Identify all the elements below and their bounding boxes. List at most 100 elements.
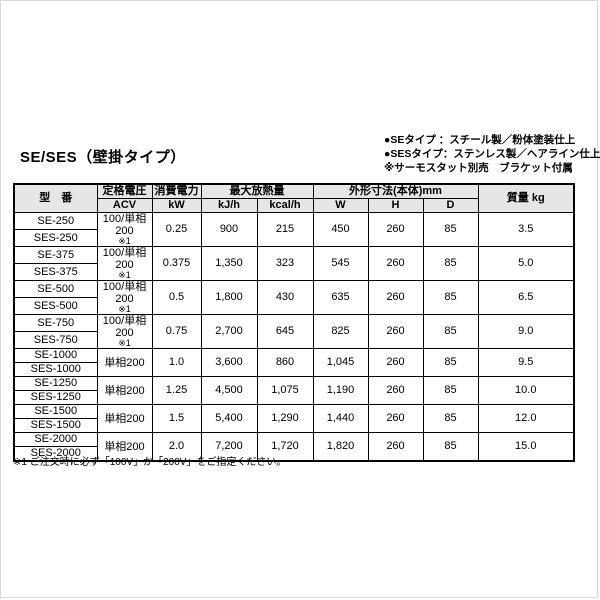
heat-kcalh-cell: 1,075 (256, 376, 314, 405)
width-cell: 1,190 (312, 376, 369, 405)
col-header-voltage: 定格電圧 (96, 183, 153, 199)
heat-kjh-cell: 900 (200, 212, 258, 247)
header-row-labels: 型 番 定格電圧 消費電力 最大放熱量 外形寸法(本体)mm 質量 kg (13, 183, 575, 213)
col-header-model: 型 番 (13, 183, 98, 213)
voltage-value: 単相200 (104, 356, 145, 369)
power-cell: 2.0 (151, 432, 202, 462)
power-cell: 1.25 (151, 376, 202, 405)
heat-kcalh-cell: 323 (256, 246, 314, 281)
heat-kcalh-cell: 430 (256, 280, 314, 315)
note-se-type: ●SEタイプ ：スチール製／粉体塗装仕上 (384, 134, 576, 146)
model-cell: SE-750 (13, 314, 98, 332)
weight-cell: 15.0 (477, 432, 575, 462)
model-cell: SES-1500 (13, 418, 98, 433)
heat-kcalh-cell: 645 (256, 314, 314, 349)
col-header-power: 消費電力 (151, 183, 202, 199)
voltage-cell: 100/単相200 ※1 (96, 246, 153, 281)
voltage-value: 100/単相200 (102, 247, 147, 272)
height-cell: 260 (367, 376, 424, 405)
note-thermostat: ※サーモスタット別売 ブラケット付属 (384, 162, 573, 174)
model-cell: SE-2000 (13, 432, 98, 447)
model-cell: SES-750 (13, 331, 98, 349)
page-title: SE/SES（壁掛タイプ） (20, 149, 186, 166)
model-cell: SE-1250 (13, 376, 98, 391)
table-row: SE-2000 単相200 2.0 7,200 1,720 1,820 260 85 15.0 (13, 432, 575, 462)
height-cell: 260 (367, 280, 424, 315)
voltage-value: 100/単相200 (102, 213, 147, 238)
table-row: SES-375 (13, 263, 574, 281)
height-cell: 260 (367, 348, 424, 377)
col-header-dimensions: 外形寸法(本体)mm (312, 183, 479, 199)
power-cell: 0.75 (151, 314, 202, 349)
spec-table-header: 型 番 定格電圧 消費電力 最大放熱量 外形寸法(本体)mm 質量 kg ACV… (13, 183, 575, 213)
heat-kcalh-cell: 215 (256, 212, 314, 247)
spec-table: 型 番 定格電圧 消費電力 最大放熱量 外形寸法(本体)mm 質量 kg ACV… (13, 183, 575, 462)
model-cell: SE-250 (13, 212, 98, 230)
weight-cell: 5.0 (477, 246, 575, 281)
power-cell: 0.375 (151, 246, 202, 281)
table-row: SE-750 100/単相200 ※1 0.75 2,700 645 825 260 85 9.0 (13, 314, 575, 349)
col-header-heat: 最大放熱量 (200, 183, 314, 199)
voltage-note-ref: ※1 (118, 270, 131, 280)
product-notes: ●SEタイプ ：スチール製／粉体塗装仕上 ●SESタイプ：ステンレス製／ヘアライ… (384, 133, 600, 175)
depth-cell: 85 (422, 404, 479, 433)
voltage-footnote: ※1 ご注文時に必ず「100V」か「200V」をご指定ください。 (13, 457, 287, 468)
table-row: SE-250 100/単相200 ※1 0.25 900 215 450 260 85 3.5 (13, 212, 575, 247)
unit-header-acv: ACV (96, 198, 153, 213)
width-cell: 545 (312, 246, 369, 281)
model-cell: SES-375 (13, 263, 98, 281)
weight-cell: 6.5 (477, 280, 575, 315)
width-cell: 1,820 (312, 432, 369, 462)
unit-header-kjh: kJ/h (200, 198, 258, 213)
width-cell: 825 (312, 314, 369, 349)
depth-cell: 85 (422, 348, 479, 377)
unit-header-w: W (312, 198, 369, 213)
heat-kjh-cell: 4,500 (200, 376, 258, 405)
table-row: SES-250 (13, 229, 574, 247)
voltage-value: 単相200 (104, 440, 145, 453)
unit-header-h: H (367, 198, 424, 213)
model-cell: SE-500 (13, 280, 98, 298)
height-cell: 260 (367, 212, 424, 247)
unit-header-kcalh: kcal/h (256, 198, 314, 213)
depth-cell: 85 (422, 280, 479, 315)
spec-table-body: SE-250 100/単相200 ※1 0.25 900 215 450 260 85 3.5 SE… (13, 212, 575, 462)
voltage-cell: 100/単相200 ※1 (96, 212, 153, 247)
heat-kcalh-cell: 1,290 (256, 404, 314, 433)
note-ses-type: ●SESタイプ：ステンレス製／ヘアライン仕上 (384, 148, 600, 160)
model-cell: SE-1000 (13, 348, 98, 363)
voltage-cell: 100/単相200 ※1 (96, 314, 153, 349)
heat-kjh-cell: 1,350 (200, 246, 258, 281)
voltage-note-ref: ※1 (118, 338, 131, 348)
voltage-value: 100/単相200 (102, 281, 147, 306)
unit-header-kw: kW (151, 198, 202, 213)
height-cell: 260 (367, 246, 424, 281)
weight-cell: 9.0 (477, 314, 575, 349)
voltage-note-ref: ※1 (118, 236, 131, 246)
table-row: SE-1000 単相200 1.0 3,600 860 1,045 260 85 9.5 (13, 348, 575, 377)
voltage-value: 単相200 (104, 384, 145, 397)
power-cell: 1.0 (151, 348, 202, 377)
heat-kjh-cell: 5,400 (200, 404, 258, 433)
table-row: SES-2000 (13, 446, 574, 462)
width-cell: 450 (312, 212, 369, 247)
voltage-value: 100/単相200 (102, 315, 147, 340)
width-cell: 1,440 (312, 404, 369, 433)
model-cell: SES-1250 (13, 390, 98, 405)
heat-kcalh-cell: 860 (256, 348, 314, 377)
voltage-note-ref: ※1 (118, 304, 131, 314)
voltage-cell: 単相200 (96, 348, 153, 377)
depth-cell: 85 (422, 212, 479, 247)
table-row: SE-1250 単相200 1.25 4,500 1,075 1,190 260 85 10.0 (13, 376, 575, 405)
model-cell: SES-500 (13, 297, 98, 315)
height-cell: 260 (367, 314, 424, 349)
table-row: SE-500 100/単相200 ※1 0.5 1,800 430 635 260 85 6.5 (13, 280, 575, 315)
table-row: SE-1500 単相200 1.5 5,400 1,290 1,440 260 85 12.0 (13, 404, 575, 433)
weight-cell: 9.5 (477, 348, 575, 377)
voltage-cell: 単相200 (96, 404, 153, 433)
model-cell: SES-250 (13, 229, 98, 247)
model-cell: SES-1000 (13, 362, 98, 377)
voltage-cell: 100/単相200 ※1 (96, 280, 153, 315)
voltage-cell: 単相200 (96, 376, 153, 405)
